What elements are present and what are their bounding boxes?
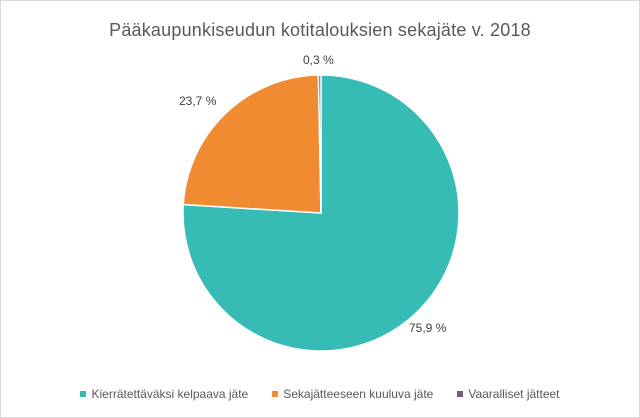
legend-label-mixed-waste: Sekajätteeseen kuuluva jäte bbox=[283, 387, 434, 401]
legend-marker-hazardous bbox=[457, 391, 464, 397]
pie-slice-mixed-waste bbox=[182, 74, 322, 214]
chart-legend: Kierrätettäväksi kelpaava jäte Sekajätte… bbox=[1, 387, 639, 401]
data-label-mixed-waste: 23,7 % bbox=[179, 94, 217, 108]
legend-label-hazardous: Vaaralliset jätteet bbox=[468, 387, 560, 401]
chart-title: Pääkaupunkiseudun kotitalouksien sekajät… bbox=[109, 20, 531, 40]
legend-item-mixed-waste: Sekajätteeseen kuuluva jäte bbox=[272, 387, 433, 401]
data-label-hazardous: 0,3 % bbox=[303, 53, 334, 67]
legend-marker-mixed-waste bbox=[272, 391, 279, 397]
legend-label-recyclable: Kierrätettäväksi kelpaava jäte bbox=[91, 387, 249, 401]
pie-slice-hazardous bbox=[317, 74, 322, 214]
legend-item-hazardous: Vaaralliset jätteet bbox=[457, 387, 560, 401]
pie-slice-recyclable bbox=[182, 74, 460, 352]
legend-item-recyclable: Kierrätettäväksi kelpaava jäte bbox=[80, 387, 248, 401]
data-label-recyclable: 75,9 % bbox=[409, 321, 447, 335]
legend-marker-recyclable bbox=[80, 391, 87, 397]
